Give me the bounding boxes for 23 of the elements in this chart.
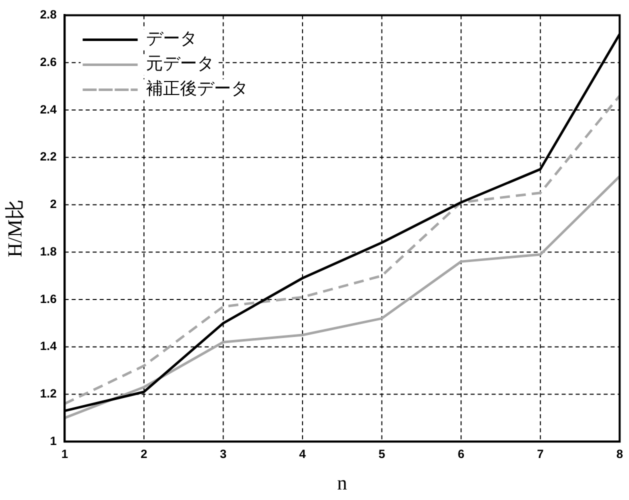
- x-tick-label: 1: [61, 447, 68, 462]
- x-tick-label: 5: [378, 447, 386, 462]
- x-tick-label: 6: [458, 447, 465, 462]
- y-tick-label: 2.6: [40, 54, 57, 69]
- y-tick-label: 1.6: [40, 292, 57, 306]
- y-tick-label: 2: [50, 197, 57, 212]
- y-tick-label: 1: [50, 434, 57, 448]
- y-tick-label: 1.4: [40, 339, 57, 354]
- y-tick-label: 1.8: [40, 244, 57, 258]
- y-tick-label: 2.2: [40, 150, 57, 164]
- x-tick-label: 2: [140, 447, 148, 462]
- legend-label: 元データ: [146, 54, 214, 74]
- y-tick-label: 2.4: [40, 102, 57, 116]
- x-tick-label: 7: [537, 447, 544, 462]
- x-tick-label: 8: [616, 447, 624, 462]
- x-tick-label: 3: [220, 447, 227, 462]
- x-axis-title: n: [337, 472, 348, 494]
- legend-label: データ: [146, 29, 198, 48]
- y-axis-title: H/M比: [4, 200, 26, 258]
- y-tick-label: 1.2: [40, 386, 57, 401]
- legend-label: 補正後データ: [146, 79, 248, 98]
- y-tick-label: 2.8: [40, 8, 57, 22]
- x-tick-label: 4: [299, 447, 306, 462]
